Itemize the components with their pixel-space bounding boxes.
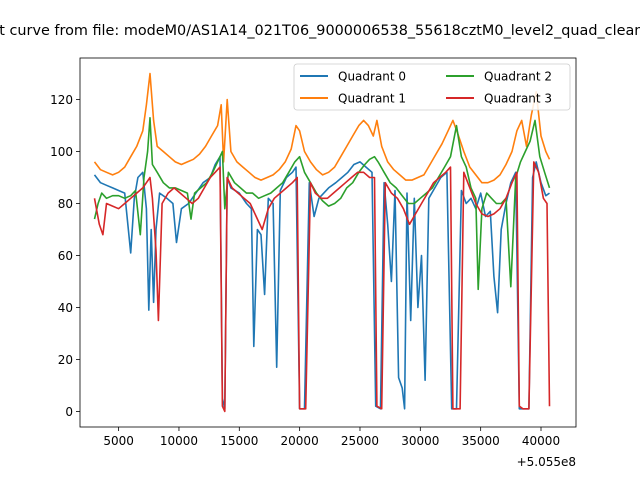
y-tick-label: 100 [50, 145, 73, 159]
x-tick-label: 35000 [462, 434, 500, 448]
series-line-quadrant-0 [93, 155, 550, 410]
y-tick-label: 80 [58, 197, 73, 211]
x-axis: 5000 10000 15000 20000 25000 30000 35000 40000 [103, 427, 560, 448]
y-axis: 0 20 40 60 80 100 120 [50, 93, 80, 419]
x-tick-label: 25000 [341, 434, 379, 448]
legend: Quadrant 0 Quadrant 1 Quadrant 2 Quadrant 3 [293, 63, 571, 111]
legend-label-quadrant-0: Quadrant 0 [338, 70, 406, 84]
series-line-quadrant-3 [93, 161, 551, 413]
legend-label-quadrant-2: Quadrant 2 [484, 70, 552, 84]
y-tick-label: 60 [58, 249, 73, 263]
series-layer [93, 72, 551, 413]
x-tick-label: 15000 [220, 434, 258, 448]
x-tick-label: 5000 [103, 434, 134, 448]
y-tick-label: 40 [58, 301, 73, 315]
legend-label-quadrant-1: Quadrant 1 [338, 92, 406, 106]
y-tick-label: 20 [58, 353, 73, 367]
x-tick-label: 40000 [522, 434, 560, 448]
series-line-quadrant-1 [93, 72, 551, 184]
y-tick-label: 120 [50, 93, 73, 107]
legend-label-quadrant-3: Quadrant 3 [484, 92, 552, 106]
x-tick-label: 20000 [281, 434, 319, 448]
x-tick-label: 10000 [160, 434, 198, 448]
x-tick-label: 30000 [401, 434, 439, 448]
y-tick-label: 0 [65, 405, 73, 419]
chart-title: Light curve from file: modeM0/AS1A14_021… [0, 23, 640, 39]
plot-frame [79, 57, 577, 428]
x-offset-label: +5.055e8 [517, 455, 576, 469]
legend-box [293, 63, 571, 111]
